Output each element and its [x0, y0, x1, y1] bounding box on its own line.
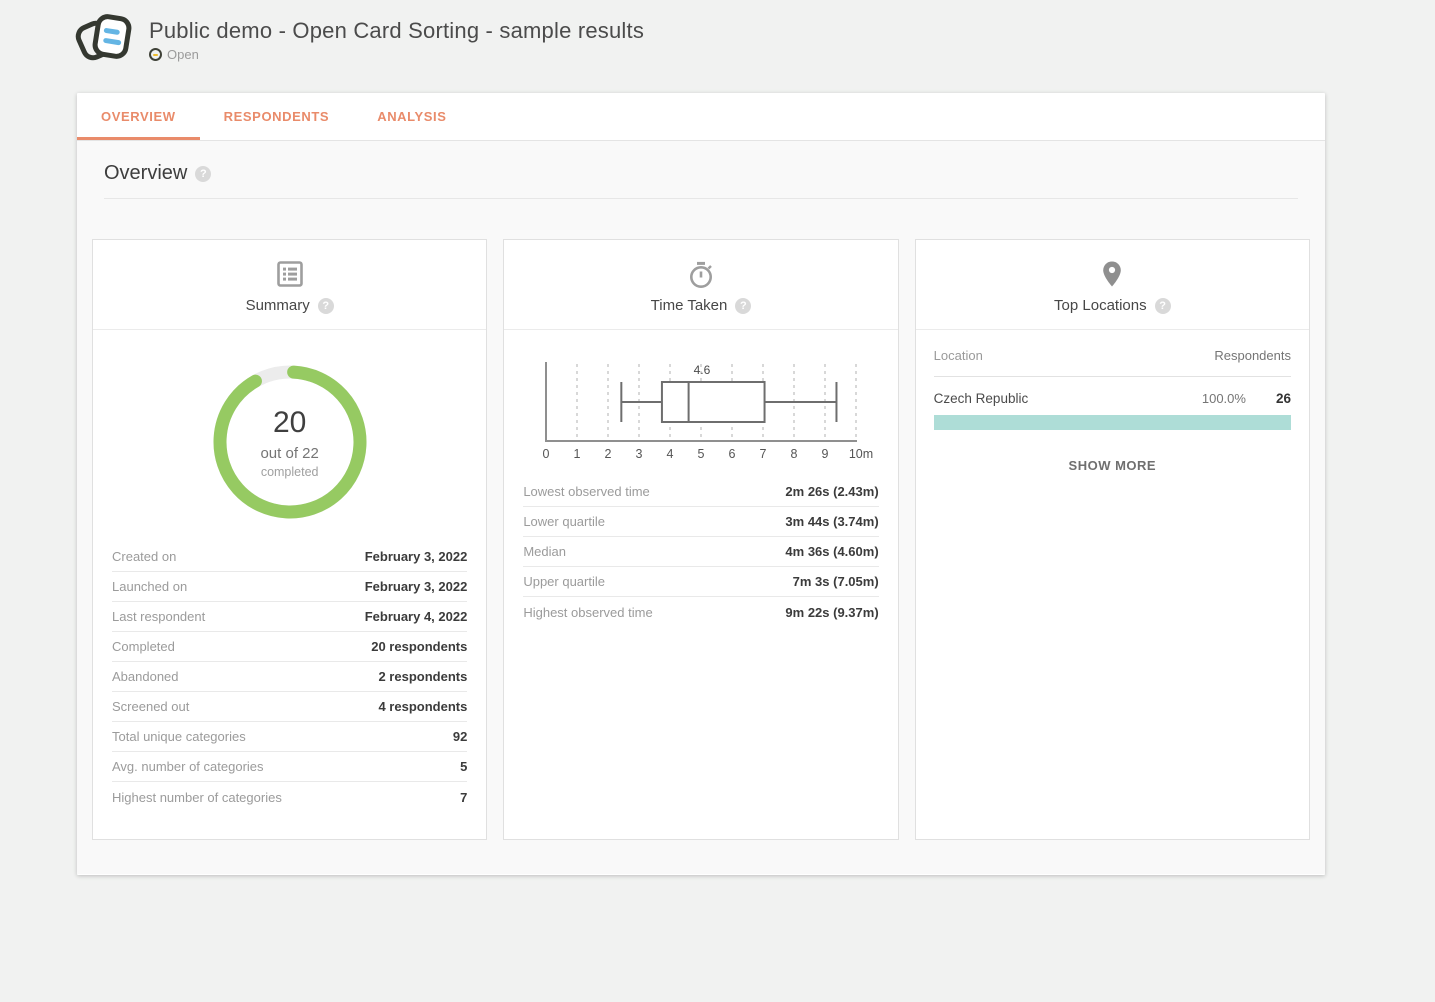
time-taken-boxplot-chart: 4.6 0 1 2 3 4 5 6 7 8 9 10m — [524, 356, 897, 469]
section-heading: Overview — [104, 162, 187, 185]
location-bar-track — [934, 415, 1291, 430]
respondents-column-header: Respondents — [1214, 348, 1291, 363]
status-label: Open — [167, 47, 199, 62]
svg-text:1: 1 — [574, 447, 581, 461]
tabbar: OVERVIEW RESPONDENTS ANALYSIS — [77, 93, 1325, 141]
tab-respondents[interactable]: RESPONDENTS — [200, 93, 354, 140]
table-row: Completed 20 respondents — [112, 632, 467, 662]
table-row: Last respondent February 4, 2022 — [112, 602, 467, 632]
map-pin-icon — [916, 259, 1309, 291]
table-row: Avg. number of categories 5 — [112, 752, 467, 782]
time-taken-card-title: Time Taken — [651, 297, 728, 314]
stopwatch-icon — [504, 259, 897, 291]
study-status: Open — [149, 47, 644, 62]
page-title: Public demo - Open Card Sorting - sample… — [149, 18, 644, 44]
locations-column-headers: Location Respondents — [934, 348, 1291, 377]
table-row: Launched on February 3, 2022 — [112, 572, 467, 602]
show-more-button[interactable]: SHOW MORE — [1069, 458, 1157, 473]
table-row: Abandoned 2 respondents — [112, 662, 467, 692]
summary-help-icon[interactable]: ? — [318, 298, 334, 314]
svg-text:0: 0 — [543, 447, 550, 461]
top-locations-card-header: Top Locations ? — [916, 240, 1309, 330]
tab-analysis[interactable]: ANALYSIS — [353, 93, 470, 140]
summary-card: Summary ? 20 out of 22 completed — [92, 239, 487, 840]
top-locations-card-title: Top Locations — [1054, 297, 1147, 314]
summary-card-title: Summary — [246, 297, 310, 314]
completed-total: out of 22 — [260, 445, 318, 462]
table-row: Created on February 3, 2022 — [112, 542, 467, 572]
completion-donut-chart: 20 out of 22 completed — [210, 362, 370, 522]
table-row: Upper quartile 7m 3s (7.05m) — [523, 567, 878, 597]
svg-text:4: 4 — [667, 447, 674, 461]
summary-stats-table: Created on February 3, 2022 Launched on … — [112, 542, 467, 812]
time-taken-stats-table: Lowest observed time 2m 26s (2.43m) Lowe… — [523, 477, 878, 627]
open-status-icon — [149, 48, 162, 61]
svg-text:10m: 10m — [849, 447, 873, 461]
table-row: Lowest observed time 2m 26s (2.43m) — [523, 477, 878, 507]
svg-text:6: 6 — [729, 447, 736, 461]
location-bar — [934, 415, 1291, 430]
summary-card-header: Summary ? — [93, 240, 486, 330]
card-sorting-logo-icon — [77, 13, 135, 67]
svg-text:2: 2 — [605, 447, 612, 461]
table-row: Lower quartile 3m 44s (3.74m) — [523, 507, 878, 537]
tab-overview[interactable]: OVERVIEW — [77, 93, 200, 140]
svg-text:3: 3 — [636, 447, 643, 461]
completed-count: 20 — [273, 406, 306, 440]
location-percent: 100.0% — [1202, 391, 1246, 406]
completed-caption: completed — [261, 465, 319, 479]
table-row: Median 4m 36s (4.60m) — [523, 537, 878, 567]
svg-text:9: 9 — [822, 447, 829, 461]
svg-text:7: 7 — [760, 447, 767, 461]
app-header: Public demo - Open Card Sorting - sample… — [77, 13, 644, 67]
svg-text:8: 8 — [791, 447, 798, 461]
svg-text:4.6: 4.6 — [694, 363, 711, 377]
overview-help-icon[interactable]: ? — [195, 166, 211, 182]
table-row: Highest number of categories 7 — [112, 782, 467, 812]
time-taken-card: Time Taken ? 4.6 0 1 2 3 4 5 6 7 8 9 10m Lowest obs… — [503, 239, 898, 840]
time-taken-help-icon[interactable]: ? — [735, 298, 751, 314]
location-name: Czech Republic — [934, 391, 1202, 406]
top-locations-help-icon[interactable]: ? — [1155, 298, 1171, 314]
time-taken-card-header: Time Taken ? — [504, 240, 897, 330]
location-count: 26 — [1276, 391, 1291, 406]
table-row: Highest observed time 9m 22s (9.37m) — [523, 597, 878, 627]
location-row: Czech Republic 100.0% 26 — [934, 391, 1291, 406]
list-icon — [93, 259, 486, 291]
top-locations-card: Top Locations ? Location Respondents Cze… — [915, 239, 1310, 840]
svg-text:5: 5 — [698, 447, 705, 461]
section-divider — [104, 198, 1298, 199]
results-panel: OVERVIEW RESPONDENTS ANALYSIS Overview ? — [77, 93, 1325, 875]
table-row: Total unique categories 92 — [112, 722, 467, 752]
location-column-header: Location — [934, 348, 983, 363]
table-row: Screened out 4 respondents — [112, 692, 467, 722]
panel-body: Overview ? — [77, 141, 1325, 874]
